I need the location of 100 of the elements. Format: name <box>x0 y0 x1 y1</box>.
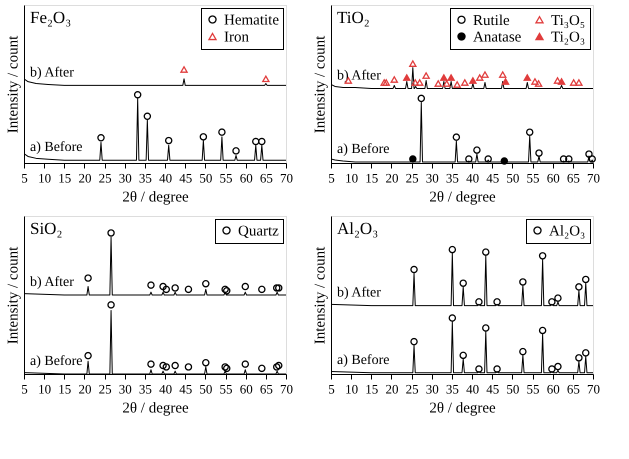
point <box>159 362 167 370</box>
x-tick-label: 55 <box>526 382 540 396</box>
point <box>473 146 481 154</box>
point <box>410 338 418 346</box>
x-tick-label: 70 <box>587 382 600 396</box>
point <box>409 155 417 163</box>
chart-title: SiO₂ <box>30 219 62 238</box>
x-tick-label: 30 <box>118 170 132 186</box>
legend-label: Iron <box>224 30 250 46</box>
point <box>538 252 546 260</box>
point <box>475 365 483 373</box>
x-tick-label: 25 <box>98 170 112 186</box>
x-tick-label: 65 <box>566 170 580 186</box>
point <box>447 74 455 81</box>
point <box>524 74 532 81</box>
x-tick-label: 30 <box>118 382 132 396</box>
x-tick-label: 5 <box>328 382 335 396</box>
point <box>531 78 539 85</box>
x-tick-label: 10 <box>38 382 52 396</box>
x-tick-label: 70 <box>280 382 293 396</box>
chart-title: TiO₂ <box>337 8 370 27</box>
point <box>548 298 556 306</box>
point <box>434 80 442 87</box>
x-tick-label: 15 <box>365 382 378 396</box>
point <box>585 150 593 158</box>
point <box>200 133 208 141</box>
point <box>258 138 266 146</box>
point <box>448 246 456 254</box>
x-tick-label: 55 <box>220 382 233 396</box>
point <box>258 364 266 372</box>
x-tick-label: 5 <box>21 170 28 186</box>
point <box>221 286 229 294</box>
point <box>476 74 484 81</box>
point <box>570 79 578 86</box>
x-tick-label: 40 <box>466 170 480 186</box>
point <box>97 134 105 142</box>
series-label: b) After <box>337 68 382 84</box>
point <box>223 364 230 372</box>
legend-label: Al₂O₃ <box>549 224 586 240</box>
x-tick-label: 10 <box>38 170 52 186</box>
point <box>588 155 596 163</box>
point <box>134 91 142 98</box>
point <box>575 283 583 291</box>
x-tick-label: 5 <box>328 170 335 186</box>
point <box>162 363 170 371</box>
point <box>575 354 583 362</box>
y-axis-title: Intensity / count <box>6 246 22 344</box>
chart-title: Al₂O₃ <box>337 219 378 238</box>
series-label: b) After <box>30 275 74 290</box>
point <box>565 155 573 163</box>
point <box>493 365 501 373</box>
point <box>448 314 456 322</box>
point <box>218 128 226 136</box>
x-tick-label: 65 <box>566 382 580 396</box>
x-tick-label: 50 <box>506 170 520 186</box>
x-tick-label: 20 <box>385 382 398 396</box>
x-tick-label: 25 <box>406 170 419 186</box>
point <box>380 79 388 86</box>
point <box>526 128 534 136</box>
legend-label: Ti₃O₅ <box>551 12 586 29</box>
point <box>481 71 489 78</box>
point <box>409 60 417 67</box>
point <box>482 248 490 256</box>
x-tick-label: 35 <box>446 170 459 186</box>
point <box>554 294 562 302</box>
series-label: a) Before <box>30 140 82 156</box>
point <box>275 284 282 292</box>
point <box>147 360 155 368</box>
legend-label: Hematite <box>224 12 280 28</box>
point <box>390 76 398 83</box>
point <box>452 133 460 141</box>
point <box>164 136 172 144</box>
x-tick-label: 15 <box>58 170 72 186</box>
point <box>232 147 240 155</box>
x-tick-label: 45 <box>179 170 192 186</box>
x-tick-label: 40 <box>466 382 480 396</box>
point <box>262 76 270 82</box>
series-label: a) Before <box>337 352 390 368</box>
point <box>272 363 280 371</box>
x-tick-label: 70 <box>280 170 293 186</box>
point <box>159 282 167 290</box>
point <box>482 324 490 332</box>
chart-title: Fe₂O₃ <box>30 8 72 27</box>
point <box>147 281 155 289</box>
y-axis-title: Intensity / count <box>6 34 22 134</box>
x-tick-label: 60 <box>240 382 253 396</box>
point <box>440 74 448 81</box>
point <box>535 149 543 157</box>
series-label: a) Before <box>337 142 390 158</box>
point <box>558 78 566 85</box>
x-tick-label: 20 <box>78 170 92 186</box>
series-label: b) After <box>30 65 74 80</box>
x-axis-title: 2θ / degree <box>429 400 496 416</box>
point <box>184 286 192 294</box>
point <box>459 352 467 360</box>
point <box>534 80 542 87</box>
legend-label: Quartz <box>238 224 280 240</box>
x-tick-label: 70 <box>587 170 600 186</box>
point <box>258 286 266 294</box>
point <box>465 155 473 163</box>
